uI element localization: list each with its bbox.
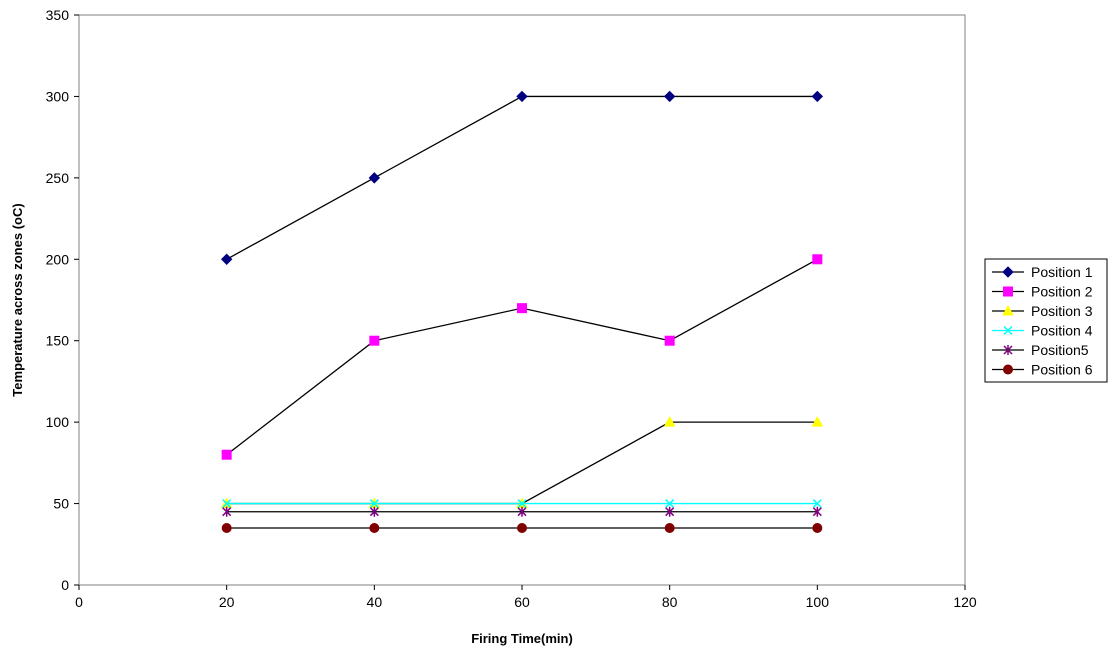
series-2	[221, 254, 823, 460]
data-point	[517, 523, 527, 533]
data-point	[812, 499, 822, 509]
legend-item: Position 1	[992, 264, 1093, 280]
y-tick-label: 0	[61, 577, 69, 593]
data-point	[222, 506, 232, 517]
legend-marker	[1003, 325, 1013, 336]
data-point	[221, 523, 232, 533]
x-tick-label: 60	[514, 594, 530, 610]
series-1	[220, 90, 824, 265]
x-tick-label: 0	[75, 594, 83, 610]
x-axis: 0 20 40 60 80 100 120	[75, 585, 977, 610]
y-tick-label: 150	[46, 333, 70, 349]
data-point	[222, 499, 232, 509]
legend-item: Position5	[992, 342, 1089, 358]
x-tick-label: 80	[662, 594, 678, 610]
y-axis-title: Temperature across zones (oC)	[10, 203, 25, 396]
data-point	[368, 172, 381, 184]
y-tick-label: 50	[53, 496, 69, 512]
data-point	[517, 506, 527, 517]
legend-label: Position 6	[1031, 362, 1093, 378]
legend-box	[984, 258, 1108, 383]
x-tick-label: 20	[219, 594, 235, 610]
data-point	[369, 506, 379, 517]
y-tick-label: 200	[46, 251, 70, 267]
series-6	[221, 523, 823, 533]
legend-marker	[1002, 304, 1014, 316]
data-point	[517, 303, 527, 314]
data-point	[369, 335, 380, 346]
legend-marker	[1002, 266, 1014, 278]
data-point	[663, 416, 676, 427]
data-point	[664, 523, 675, 533]
data-point	[811, 416, 824, 427]
y-tick-label: 100	[46, 414, 70, 430]
data-point	[812, 523, 823, 533]
x-axis-title: Firing Time(min)	[471, 631, 573, 646]
data-point	[221, 449, 232, 460]
legend-item: Position 4	[992, 323, 1093, 339]
legend-label: Position 3	[1031, 303, 1093, 319]
legend-label: Position 4	[1031, 323, 1093, 339]
data-point	[369, 499, 379, 509]
data-point	[516, 90, 528, 103]
y-tick-label: 300	[46, 88, 70, 104]
legend-item: Position 2	[992, 284, 1093, 300]
series-4	[222, 499, 822, 509]
data-point	[665, 506, 675, 517]
x-tick-label: 100	[806, 594, 830, 610]
data-point	[663, 90, 676, 103]
data-point	[812, 506, 822, 517]
data-point	[664, 335, 675, 346]
data-point	[369, 523, 380, 533]
y-axis: 0 50 100 150 200 250 300 350	[46, 7, 79, 593]
legend-label: Position 2	[1031, 284, 1093, 300]
x-tick-label: 120	[953, 594, 977, 610]
data-point	[811, 90, 824, 103]
legend-marker	[1003, 286, 1013, 297]
data-point	[665, 499, 675, 509]
legend-label: Position 1	[1031, 264, 1093, 280]
x-tick-label: 40	[367, 594, 383, 610]
legend-item: Position 6	[992, 362, 1093, 378]
data-point	[517, 499, 527, 509]
y-tick-label: 350	[46, 7, 70, 23]
data-point	[812, 254, 823, 265]
legend: Position 1 Position 2 Position 3 Position 4…	[984, 258, 1108, 383]
plot-area	[78, 14, 966, 586]
data-point	[220, 253, 233, 265]
legend-marker	[1003, 364, 1013, 375]
series-layer	[220, 90, 824, 533]
legend-label: Position5	[1031, 342, 1089, 358]
legend-item: Position 3	[992, 303, 1093, 319]
series-5	[222, 506, 822, 517]
legend-marker	[1003, 345, 1013, 355]
y-tick-label: 250	[46, 170, 70, 186]
